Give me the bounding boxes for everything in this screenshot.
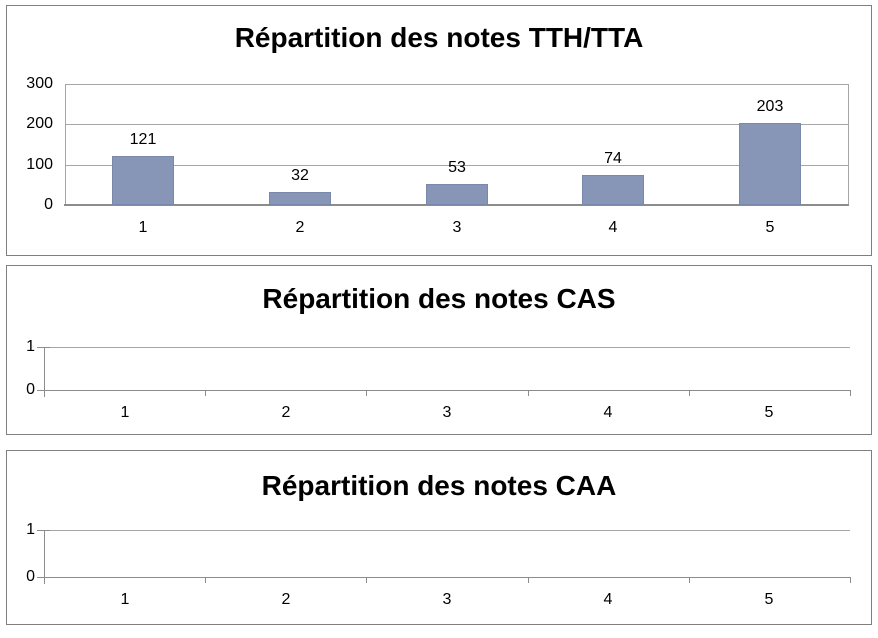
x-axis-tick [205,390,206,396]
gridline [44,347,850,348]
x-axis-tick [850,577,851,583]
y-tick-label: 1 [26,521,35,538]
x-axis-tick [366,390,367,396]
x-tick-label: 1 [120,591,130,608]
bar-value-label: 32 [291,167,309,184]
x-tick-label: 3 [442,591,452,608]
chart-title-tth-tta: Répartition des notes TTH/TTA [234,22,644,53]
x-axis-tick [689,390,690,396]
x-tick-label: 2 [295,219,305,236]
x-axis-tick [44,390,45,396]
bar [269,192,331,205]
chart-title-caa: Répartition des notes CAA [261,470,617,501]
bar [426,184,488,205]
x-axis-tick [850,390,851,396]
x-tick-label: 1 [120,404,130,421]
x-axis-tick [366,577,367,583]
gridline [65,124,848,125]
x-axis-tick [528,577,529,583]
bar [739,123,801,205]
y-tick-label: 300 [26,75,53,92]
x-axis-tick [44,577,45,583]
y-axis-tick [37,577,50,578]
gridline [44,530,850,531]
x-tick-label: 5 [764,404,774,421]
plot-border-left [65,84,66,205]
y-axis-tick [37,530,50,531]
gridline [65,165,848,166]
x-tick-label: 4 [603,591,613,608]
y-tick-label: 0 [44,196,53,213]
chart-panel-cas: Répartition des notes CAS 0 1 1 2 3 4 5 [6,265,872,435]
x-tick-label: 4 [603,404,613,421]
chart-title-cas: Répartition des notes CAS [262,283,616,314]
y-axis-tick [37,390,50,391]
bar-value-label: 203 [756,98,784,115]
x-axis-tick [205,577,206,583]
x-tick-label: 5 [764,591,774,608]
y-tick-label: 0 [26,568,35,585]
x-axis [64,204,849,206]
y-tick-label: 1 [26,338,35,355]
x-tick-label: 1 [138,219,148,236]
y-tick-label: 0 [26,381,35,398]
x-axis-tick [528,390,529,396]
y-axis-tick [37,347,50,348]
x-tick-label: 3 [442,404,452,421]
y-axis [44,347,45,397]
x-axis [44,577,850,578]
bar-value-label: 121 [129,131,157,148]
y-tick-label: 200 [26,115,53,132]
bar-value-label: 74 [604,150,622,167]
plot-border-top [65,84,848,85]
x-axis-tick [689,577,690,583]
chart-panel-caa: Répartition des notes CAA 0 1 1 2 3 4 5 [6,450,872,625]
y-axis [44,530,45,584]
x-tick-label: 2 [281,404,291,421]
x-tick-label: 2 [281,591,291,608]
bar [582,175,644,205]
plot-border-right [848,84,849,205]
y-tick-label: 100 [26,156,53,173]
x-tick-label: 3 [452,219,462,236]
bar [112,156,174,205]
bar-value-label: 53 [448,159,466,176]
x-axis [44,390,850,391]
x-tick-label: 4 [608,219,618,236]
x-tick-label: 5 [765,219,775,236]
chart-panel-tth-tta: Répartition des notes TTH/TTA 0 100 200 300… [6,5,872,256]
